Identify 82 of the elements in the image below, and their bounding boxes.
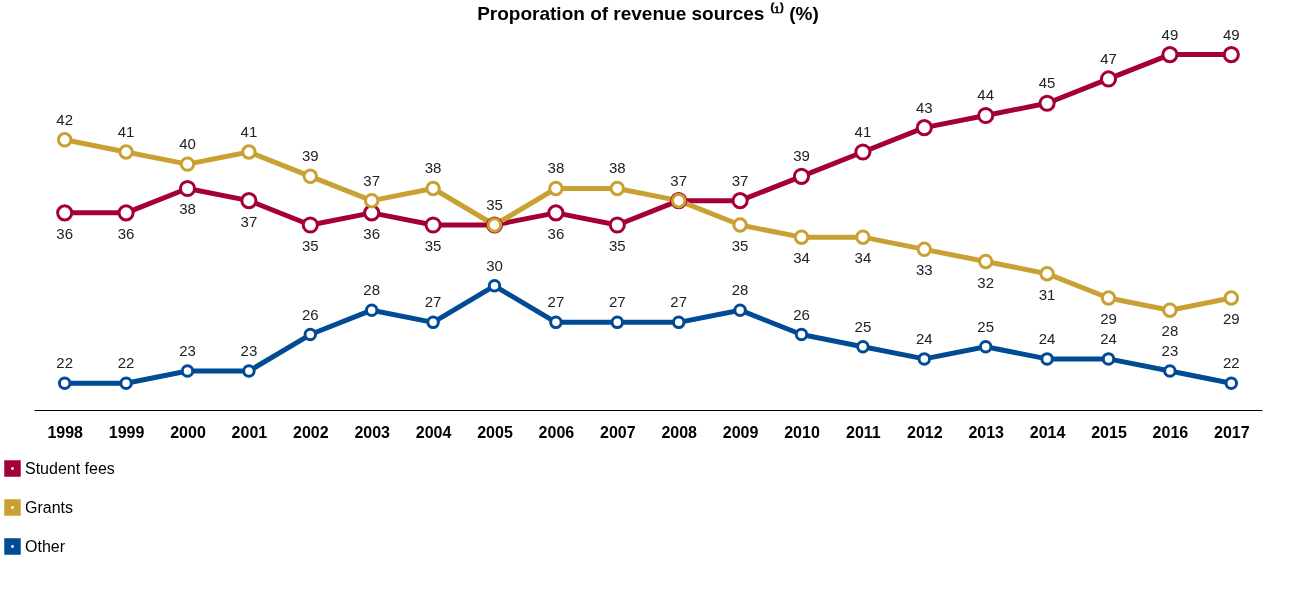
data-label: 36: [547, 224, 565, 242]
x-tick-label: 1998: [47, 423, 84, 441]
data-label: 27: [547, 293, 565, 311]
data-label: 41: [117, 122, 135, 140]
data-label: 36: [56, 224, 74, 242]
data-label: 42: [56, 110, 74, 128]
data-label: 49: [1222, 25, 1240, 43]
data-label: 47: [1100, 49, 1117, 67]
data-label: 38: [179, 200, 196, 218]
x-tick-label: 2006: [538, 423, 575, 441]
data-label: 35: [424, 237, 442, 254]
data-label: 45: [1038, 74, 1056, 92]
x-tick-label: 2013: [968, 423, 1005, 441]
data-label: 23: [179, 342, 196, 360]
legend-label: Student fees: [25, 459, 115, 477]
data-label: 35: [731, 237, 749, 254]
x-tick-label: 2007: [600, 423, 636, 441]
x-tick-label: 2017: [1214, 423, 1250, 441]
legend-label: Other: [25, 537, 66, 555]
data-label: 36: [363, 224, 381, 242]
x-tick-label: 2015: [1091, 423, 1127, 441]
data-label: 37: [670, 171, 688, 189]
data-label: 44: [977, 86, 995, 104]
data-label: 27: [670, 293, 688, 311]
data-label: 35: [608, 237, 626, 254]
data-label: 29: [1222, 310, 1240, 328]
data-label: 22: [56, 354, 74, 372]
data-label: 25: [854, 317, 872, 335]
data-label: 37: [731, 171, 749, 189]
data-label: 36: [117, 224, 135, 242]
data-label: 49: [1161, 25, 1179, 43]
data-label: 24: [915, 329, 933, 347]
x-tick-label: 2005: [477, 423, 513, 441]
data-label: 25: [977, 317, 995, 335]
legend-label: Grants: [25, 498, 74, 516]
data-label: 29: [1100, 310, 1117, 328]
data-label: 28: [731, 281, 749, 299]
data-label: 23: [1161, 342, 1179, 360]
data-label: 31: [1038, 285, 1056, 303]
data-label: 38: [424, 159, 442, 177]
data-label: 28: [363, 281, 381, 299]
data-label: 35: [486, 196, 503, 213]
data-label: 41: [854, 122, 872, 140]
data-label: 39: [301, 147, 319, 165]
data-label: 28: [1161, 322, 1179, 340]
data-label: 43: [915, 98, 933, 116]
data-label: 26: [301, 305, 319, 323]
x-tick-label: 2000: [170, 423, 206, 441]
data-label: 37: [363, 171, 381, 189]
x-tick-label: 2012: [907, 423, 943, 441]
x-tick-label: 2001: [231, 423, 268, 441]
data-label: 38: [547, 159, 565, 177]
data-label: 33: [915, 261, 933, 279]
data-label: 37: [240, 212, 258, 230]
data-label: 26: [793, 305, 810, 323]
x-tick-label: 2009: [722, 423, 759, 441]
data-label: 24: [1038, 329, 1056, 347]
data-label: 30: [486, 256, 503, 274]
data-label: 27: [424, 293, 442, 311]
data-label: 27: [608, 293, 626, 311]
data-label: 22: [1222, 354, 1240, 372]
x-tick-label: 2004: [415, 423, 452, 441]
x-tick-label: 2010: [784, 423, 820, 441]
data-label: 24: [1100, 329, 1117, 347]
data-label: 38: [608, 159, 626, 177]
x-tick-label: 2002: [293, 423, 329, 441]
data-label: 35: [301, 237, 319, 254]
data-label: 40: [179, 135, 196, 153]
data-label: 34: [854, 249, 872, 267]
x-tick-label: 2014: [1029, 423, 1066, 441]
x-tick-label: 2016: [1152, 423, 1189, 441]
data-label: 41: [240, 122, 258, 140]
x-tick-label: 1999: [108, 423, 145, 441]
data-label: 39: [793, 147, 810, 165]
x-tick-label: 2011: [846, 423, 881, 441]
x-tick-label: 2008: [661, 423, 698, 441]
data-label: 32: [977, 273, 995, 291]
data-label: 22: [117, 354, 135, 372]
data-label: 34: [793, 249, 810, 267]
data-label: 23: [240, 342, 258, 360]
x-tick-label: 2003: [354, 423, 391, 441]
chart-title: Proporation of revenue sources ⁽¹⁾ (%): [477, 1, 819, 24]
